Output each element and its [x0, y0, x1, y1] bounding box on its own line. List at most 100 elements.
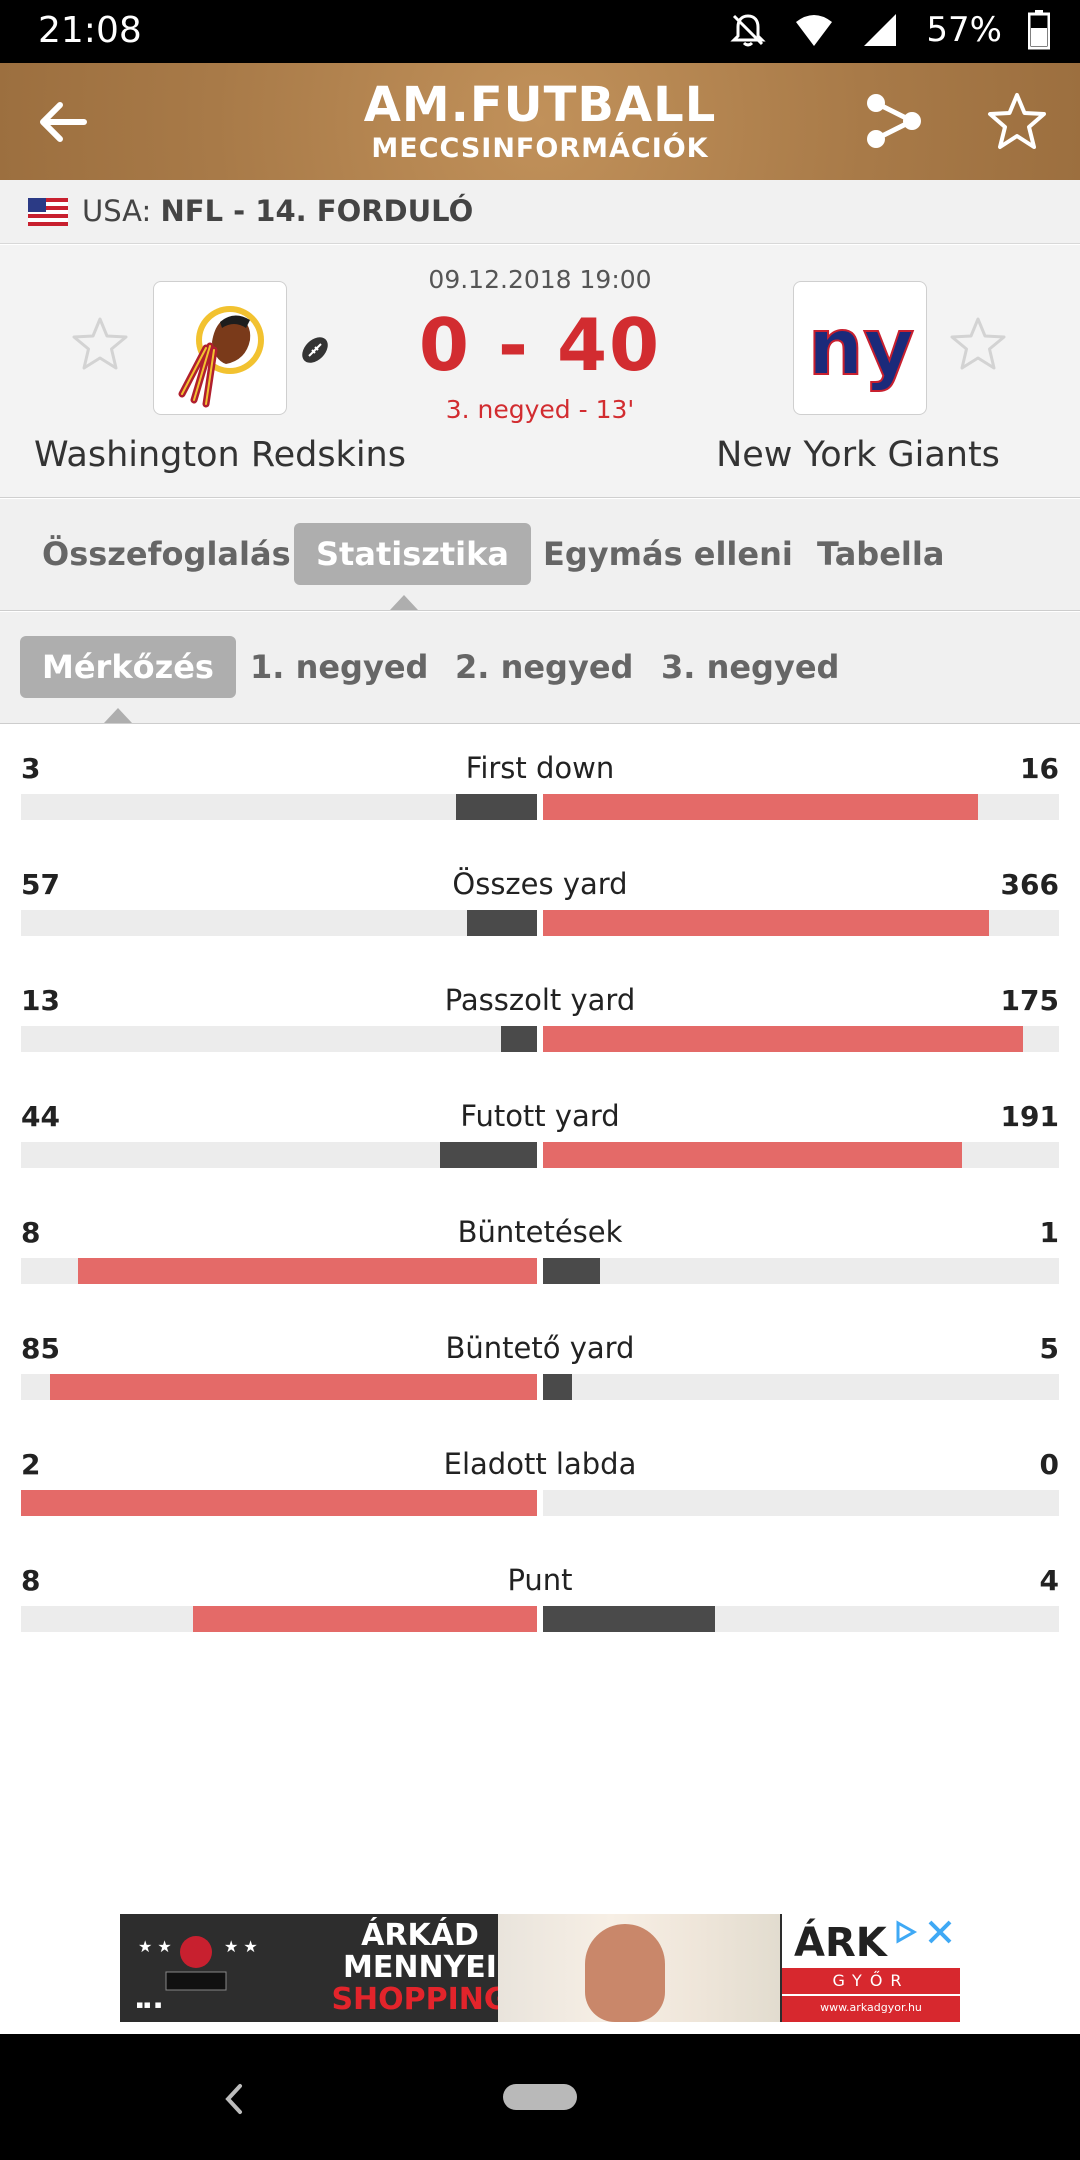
main-tabs: Összefoglalás Statisztika Egymás elleni … — [0, 499, 1080, 611]
adchoices-icon[interactable] — [894, 1920, 918, 1944]
stat-name: Összes yard — [452, 867, 628, 901]
stat-home-bar — [21, 1490, 537, 1516]
stat-home-track — [21, 910, 537, 936]
stat-name: Punt — [507, 1563, 573, 1597]
stat-home-bar — [501, 1026, 537, 1052]
match-status: 3. negyed - 13' — [445, 395, 635, 424]
stat-home-value: 2 — [21, 1448, 41, 1481]
tab-summary[interactable]: Összefoglalás — [42, 535, 291, 573]
ad-brand-url: www.arkadgyor.hu — [782, 1996, 960, 2022]
stat-away-track — [543, 1142, 1059, 1168]
stat-away-bar — [543, 1142, 963, 1168]
ad-model-image — [585, 1924, 665, 2022]
stat-home-value: 8 — [21, 1216, 41, 1249]
stat-home-value: 44 — [21, 1100, 60, 1133]
stat-row: 85 Büntető yard 5 — [0, 1320, 1080, 1436]
stat-row: 13 Passzolt yard 175 — [0, 972, 1080, 1088]
stat-row: 57 Összes yard 366 — [0, 856, 1080, 972]
arrow-left-icon[interactable] — [36, 95, 90, 149]
app-header: AM.FUTBALL MECCSINFORMÁCIÓK — [0, 63, 1080, 180]
league-row[interactable]: USA: NFL - 14. FORDULÓ — [0, 180, 1080, 244]
ad-brand-block: ÁRK GYŐR www.arkadgyor.hu — [782, 1914, 960, 2022]
stat-away-track — [543, 910, 1059, 936]
stat-away-track — [543, 1258, 1059, 1284]
nav-back-icon[interactable] — [220, 2082, 248, 2116]
ad-brand-city: GYŐR — [782, 1968, 960, 1994]
home-team-logo[interactable] — [153, 281, 287, 415]
ad-close-icon[interactable] — [926, 1918, 954, 1946]
subtab-match[interactable]: Mérkőzés — [20, 636, 236, 698]
stat-away-track — [543, 1026, 1059, 1052]
status-bar: 21:08 57% — [0, 0, 1080, 63]
league-label: USA: NFL - 14. FORDULÓ — [82, 194, 473, 228]
star-outline-icon[interactable] — [986, 91, 1048, 151]
stat-name: Büntetések — [457, 1215, 623, 1249]
stat-home-value: 85 — [21, 1332, 60, 1365]
stat-away-bar — [543, 1026, 1024, 1052]
system-nav-bar — [0, 2034, 1080, 2160]
stat-home-track — [21, 1490, 537, 1516]
home-favorite-star-icon[interactable] — [70, 315, 130, 375]
ad-line-2: MENNYEI — [343, 1950, 497, 1985]
stat-away-track — [543, 794, 1059, 820]
stat-home-track — [21, 1026, 537, 1052]
ad-banner[interactable]: ★ ★ ★ ★ ▪▪ ▪ ÁRKÁD MENNYEI SHOPPING ÁRK … — [120, 1914, 960, 2022]
stat-away-value: 366 — [1000, 868, 1059, 901]
svg-text:▪▪ ▪: ▪▪ ▪ — [136, 1998, 162, 2011]
stat-away-bar — [543, 1374, 572, 1400]
stat-away-track — [543, 1490, 1059, 1516]
stat-home-value: 8 — [21, 1564, 41, 1597]
away-favorite-star-icon[interactable] — [948, 315, 1008, 375]
active-subtab-caret — [104, 708, 132, 723]
away-team-logo[interactable]: ny — [793, 281, 927, 415]
share-icon[interactable] — [866, 91, 922, 151]
notifications-off-icon — [730, 14, 767, 47]
match-card: 09.12.2018 19:00 0 - 40 3. negyed - 13' … — [0, 245, 1080, 498]
status-time: 21:08 — [38, 10, 142, 51]
subtab-quarter-3[interactable]: 3. negyed — [661, 648, 840, 686]
stat-away-value: 1 — [1039, 1216, 1059, 1249]
stat-away-track — [543, 1374, 1059, 1400]
wifi-icon — [796, 15, 833, 46]
stat-away-track — [543, 1606, 1059, 1632]
away-team-name[interactable]: New York Giants — [716, 435, 1000, 475]
home-team-name[interactable]: Washington Redskins — [34, 435, 406, 475]
match-date: 09.12.2018 19:00 — [428, 265, 652, 294]
stat-home-track — [21, 1258, 537, 1284]
stat-row: 3 First down 16 — [0, 740, 1080, 856]
tab-statistics[interactable]: Statisztika — [294, 523, 532, 585]
usa-flag-icon — [28, 198, 68, 226]
stat-home-track — [21, 1142, 537, 1168]
stat-row: 44 Futott yard 191 — [0, 1088, 1080, 1204]
signal-icon — [864, 14, 897, 46]
stat-home-value: 3 — [21, 752, 41, 785]
subtab-quarter-2[interactable]: 2. negyed — [455, 648, 634, 686]
stat-home-bar — [467, 910, 537, 936]
redskins-logo-icon — [178, 306, 264, 408]
page-title: AM.FUTBALL — [363, 77, 717, 133]
stat-away-value: 4 — [1039, 1564, 1059, 1597]
svg-text:ny: ny — [808, 303, 914, 393]
battery-percent: 57% — [926, 10, 1002, 50]
tab-head-to-head[interactable]: Egymás elleni — [543, 535, 793, 573]
battery-icon — [1028, 10, 1050, 50]
tab-standings[interactable]: Tabella — [817, 535, 945, 573]
league-country: USA: — [82, 194, 152, 228]
stat-away-value: 0 — [1039, 1448, 1059, 1481]
ad-line-3: SHOPPING — [331, 1982, 509, 2017]
stat-home-bar — [193, 1606, 537, 1632]
stat-away-bar — [543, 910, 990, 936]
match-score: 0 - 40 — [418, 303, 662, 387]
stat-home-value: 57 — [21, 868, 60, 901]
stat-home-bar — [440, 1142, 537, 1168]
svg-text:★ ★: ★ ★ — [224, 1937, 258, 1956]
stat-away-value: 16 — [1020, 752, 1059, 785]
period-tabs: Mérkőzés 1. negyed 2. negyed 3. negyed — [0, 612, 1080, 724]
ad-line-1: ÁRKÁD — [361, 1918, 479, 1953]
subtab-quarter-1[interactable]: 1. negyed — [250, 648, 429, 686]
nav-home-pill[interactable] — [503, 2084, 577, 2110]
stat-name: Futott yard — [460, 1099, 620, 1133]
football-possession-icon — [302, 337, 328, 363]
stat-home-bar — [455, 794, 537, 820]
stat-home-track — [21, 794, 537, 820]
